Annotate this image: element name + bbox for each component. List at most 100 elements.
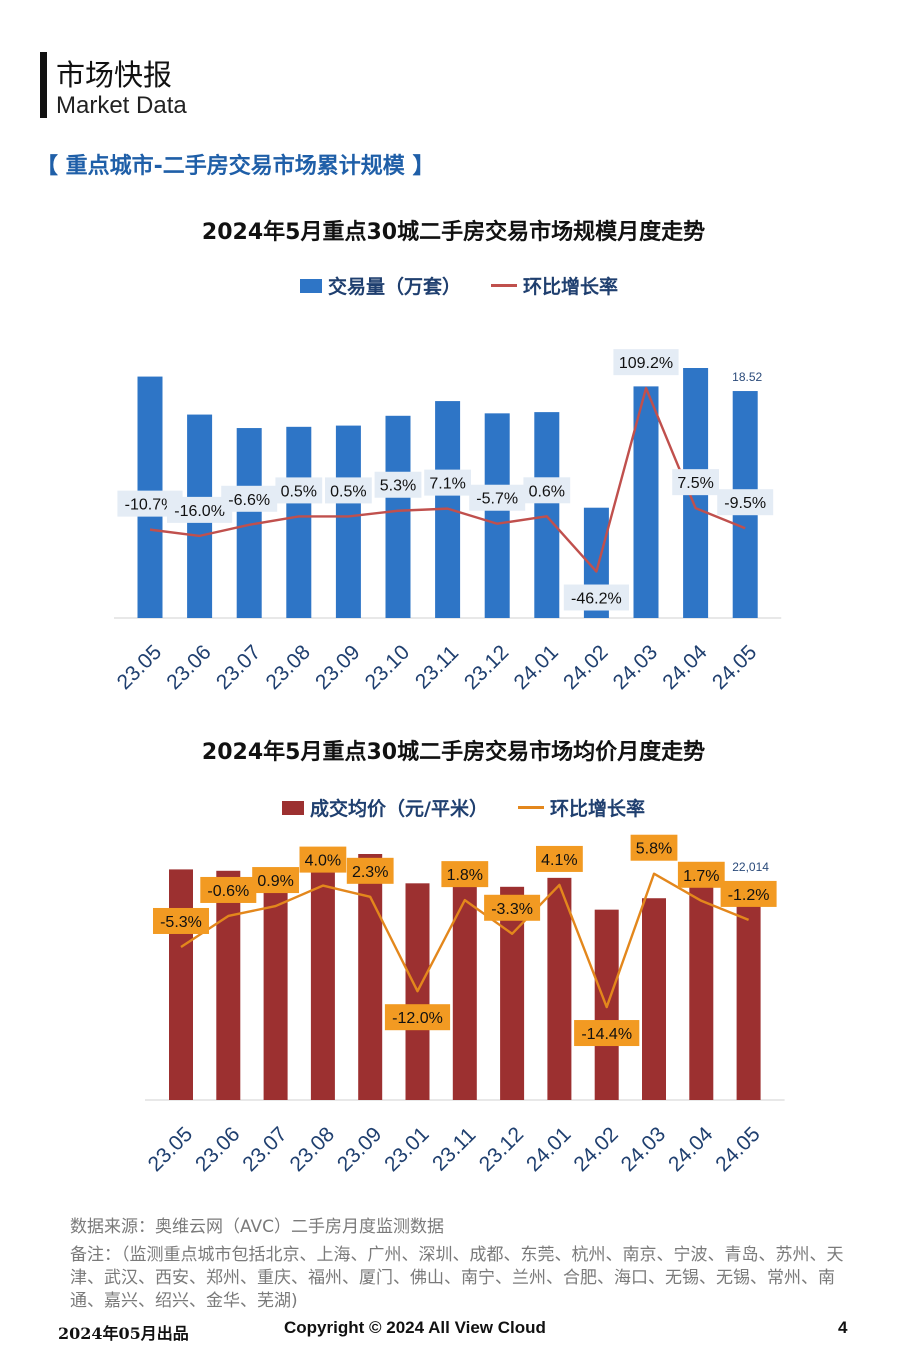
chart2-legend-bar-swatch	[282, 800, 304, 815]
growth-line	[149, 386, 746, 573]
growth-data-label: -1.2%	[728, 887, 770, 904]
growth-label-box	[720, 880, 777, 907]
copyright: Copyright © 2024 All View Cloud	[284, 1318, 546, 1337]
growth-label-box	[677, 861, 725, 888]
data-source: 数据来源：奥维云网（AVC）二手房月度监测数据	[70, 1217, 445, 1237]
x-tick-label: 24.02	[569, 1123, 622, 1176]
x-tick-label: 24.04	[664, 1122, 718, 1176]
growth-data-label: 1.7%	[683, 868, 719, 885]
growth-label-box	[630, 834, 678, 861]
bar	[642, 898, 666, 1100]
growth-label-box	[574, 1020, 640, 1047]
page-number: 4	[838, 1318, 848, 1337]
growth-data-label: 5.3%	[380, 478, 416, 495]
growth-data-label: 0.6%	[529, 483, 565, 500]
x-tick-label: 24.03	[617, 1123, 670, 1176]
growth-data-label: 7.5%	[677, 475, 713, 492]
growth-label-box	[299, 846, 347, 873]
bar	[452, 879, 477, 1100]
bar	[689, 878, 714, 1100]
price-chart: 22,014 -5.3% -0.6% 0.9% 4.0% 2.3% -12.0% 1.8% -3…	[144, 834, 785, 1176]
growth-data-label: -3.3%	[491, 901, 533, 918]
bar	[500, 886, 525, 1100]
bar	[358, 854, 383, 1100]
x-tick-label: 23.12	[475, 1123, 528, 1176]
growth-label-box	[563, 584, 629, 611]
bar	[310, 859, 335, 1100]
growth-label-box	[384, 1004, 451, 1031]
growth-label-box	[325, 477, 372, 504]
growth-label-box	[221, 485, 278, 512]
bar	[484, 413, 510, 618]
x-tick-label: 23.06	[191, 1123, 244, 1176]
growth-data-label: -10.7%	[125, 497, 176, 514]
bar-data-label: 22,014	[732, 860, 769, 874]
header-accent-bar	[40, 52, 47, 118]
bar	[216, 870, 241, 1100]
page-title: 市场快报	[56, 58, 173, 92]
x-tick-label: 23.09	[333, 1123, 386, 1176]
footnote: 备注：（监测重点城市包括北京、上海、广州、深圳、成都、东莞、杭州、南京、宁波、青…	[70, 1245, 844, 1311]
growth-data-label: 0.5%	[330, 483, 366, 500]
chart1-legend-bar-label: 交易量（万套）	[328, 276, 462, 298]
x-tick-label: 23.05	[144, 1123, 197, 1176]
growth-data-label: -9.5%	[724, 495, 766, 512]
growth-label-box	[200, 876, 257, 903]
chart1-legend-line-label: 环比增长率	[523, 276, 619, 298]
bar	[736, 881, 761, 1100]
publish-date: 2024年05月出品	[58, 1324, 189, 1343]
growth-line	[180, 872, 750, 1009]
growth-data-label: -46.2%	[571, 591, 622, 608]
bar	[633, 386, 659, 618]
bar	[286, 426, 312, 618]
x-tick-label: 24.05	[711, 1123, 764, 1176]
growth-label-box	[374, 471, 422, 498]
chart1-title: 2024年5月重点30城二手房交易市场规模月度走势	[201, 220, 706, 245]
section-title: 【 重点城市-二手房交易市场累计规模 】	[36, 154, 435, 179]
growth-label-box	[275, 477, 323, 504]
growth-label-box	[346, 857, 394, 884]
chart1-legend: 交易量（万套） 环比增长率	[300, 272, 618, 299]
page-subtitle: Market Data	[56, 92, 187, 119]
growth-data-label: 2.3%	[352, 864, 388, 881]
growth-data-label: 0.5%	[281, 483, 317, 500]
growth-label-box	[153, 907, 209, 934]
chart2-legend-line-swatch	[517, 806, 544, 809]
growth-label-box	[469, 484, 526, 511]
growth-data-label: 7.1%	[429, 476, 465, 493]
growth-label-box	[424, 469, 471, 496]
growth-data-label: 1.8%	[447, 867, 483, 884]
x-tick-label: 24.01	[522, 1123, 575, 1176]
growth-label-box	[536, 845, 583, 872]
growth-data-label: 5.8%	[636, 841, 672, 858]
growth-label-box	[613, 349, 679, 376]
x-tick-label: 23.08	[286, 1123, 339, 1176]
growth-data-label: 109.2%	[619, 355, 673, 372]
growth-data-label: -12.0%	[392, 1010, 443, 1027]
growth-label-box	[672, 469, 719, 496]
chart2-legend: 成交均价（元/平米） 环比增长率	[282, 794, 645, 821]
bar	[534, 412, 560, 618]
growth-data-label: -6.6%	[228, 492, 270, 509]
chart2-legend-line-label: 环比增长率	[549, 798, 645, 820]
chart2-title: 2024年5月重点30城二手房交易市场均价月度走势	[201, 740, 706, 765]
bar	[169, 869, 193, 1100]
chart1-legend-bar-swatch	[300, 278, 322, 293]
bar-data-label: 18.52	[732, 370, 762, 384]
x-tick-label: 23.07	[238, 1123, 291, 1176]
x-tick-label: 23.01	[380, 1123, 433, 1176]
growth-label-box	[717, 489, 774, 516]
growth-data-label: 4.0%	[305, 853, 341, 870]
growth-data-label: -5.3%	[160, 914, 202, 931]
x-tick-label: 23.11	[428, 1123, 480, 1175]
growth-data-label: -16.0%	[174, 503, 225, 520]
chart1-legend-line-swatch	[491, 284, 518, 287]
growth-label-box	[523, 477, 571, 504]
growth-data-label: -0.6%	[207, 883, 249, 900]
growth-data-label: 0.9%	[257, 873, 293, 890]
growth-data-label: -14.4%	[581, 1026, 632, 1043]
growth-label-box	[484, 894, 541, 921]
bar	[335, 425, 361, 618]
growth-data-label: 4.1%	[541, 852, 577, 869]
growth-label-box	[441, 861, 489, 888]
